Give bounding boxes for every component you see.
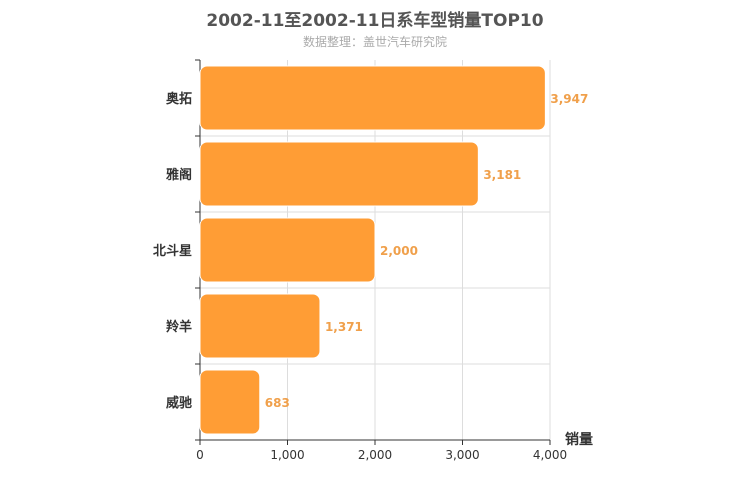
bar (199, 141, 479, 207)
x-tick-label: 4,000 (533, 448, 567, 462)
data-label: 2,000 (380, 244, 418, 258)
chart-title: 2002-11至2002-11日系车型销量TOP10 (206, 11, 544, 31)
y-category-label: 奥拓 (166, 91, 192, 107)
bar (199, 293, 321, 359)
data-label: 3,181 (483, 168, 521, 182)
bar (199, 65, 546, 131)
y-category-label: 威驰 (166, 395, 192, 411)
bar (199, 217, 376, 283)
x-tick-label: 3,000 (445, 448, 479, 462)
bar (199, 369, 261, 435)
data-label: 1,371 (325, 320, 363, 334)
x-tick-label: 0 (196, 448, 204, 462)
y-category-label: 北斗星 (153, 244, 192, 259)
data-label: 683 (265, 396, 290, 410)
x-tick-label: 1,000 (270, 448, 304, 462)
chart-subtitle: 数据整理：盖世汽车研究院 (302, 35, 447, 49)
y-category-label: 羚羊 (166, 319, 192, 335)
x-tick-label: 2,000 (358, 448, 392, 462)
data-label: 3,947 (550, 92, 588, 106)
y-category-label: 雅阁 (166, 167, 192, 183)
x-axis-label: 销量 (565, 431, 593, 448)
